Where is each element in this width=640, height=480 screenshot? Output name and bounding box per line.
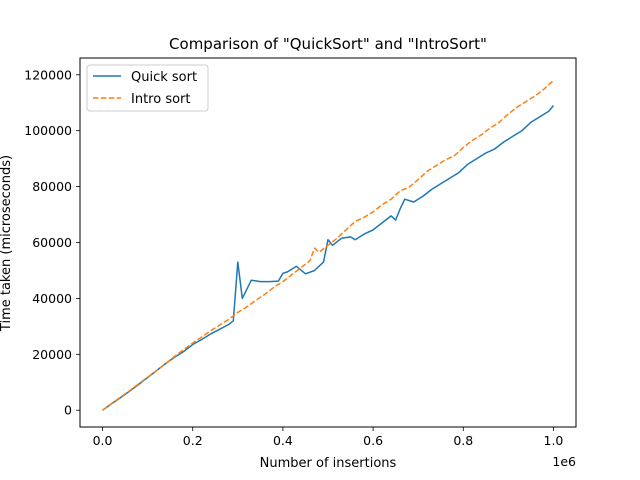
y-tick-label: 80000 (32, 179, 72, 194)
y-axis-label: Time taken (microseconds) (0, 155, 14, 332)
x-tick-label: 0.6 (363, 433, 383, 448)
x-axis-label: Number of insertions (260, 456, 397, 471)
x-tick-label: 0.8 (453, 433, 473, 448)
y-tick-label: 0 (64, 403, 72, 418)
legend-label-intro-sort: Intro sort (131, 92, 190, 107)
y-tick-label: 100000 (24, 123, 72, 138)
x-axis-offset-label: 1e6 (552, 454, 576, 469)
x-tick-label: 1.0 (544, 433, 564, 448)
y-tick-label: 120000 (24, 67, 72, 82)
y-tick-label: 40000 (32, 291, 72, 306)
x-tick-label: 0.2 (183, 433, 203, 448)
legend: Quick sort Intro sort (86, 64, 209, 112)
x-axis: 0.0 0.2 0.4 0.6 0.8 1.0 (93, 427, 564, 448)
y-axis: 0 20000 40000 60000 80000 100000 120000 (24, 67, 80, 418)
x-tick-label: 0.0 (93, 433, 113, 448)
legend-label-quick-sort: Quick sort (131, 70, 197, 85)
plot-area (102, 79, 555, 411)
chart-title: Comparison of "QuickSort" and "IntroSort… (169, 35, 487, 53)
x-tick-label: 0.4 (273, 433, 293, 448)
plot-frame (79, 57, 577, 428)
y-tick-label: 60000 (32, 235, 72, 250)
series-line-quick-sort (102, 105, 555, 411)
series-line-intro-sort (102, 79, 555, 411)
y-tick-label: 20000 (32, 347, 72, 362)
